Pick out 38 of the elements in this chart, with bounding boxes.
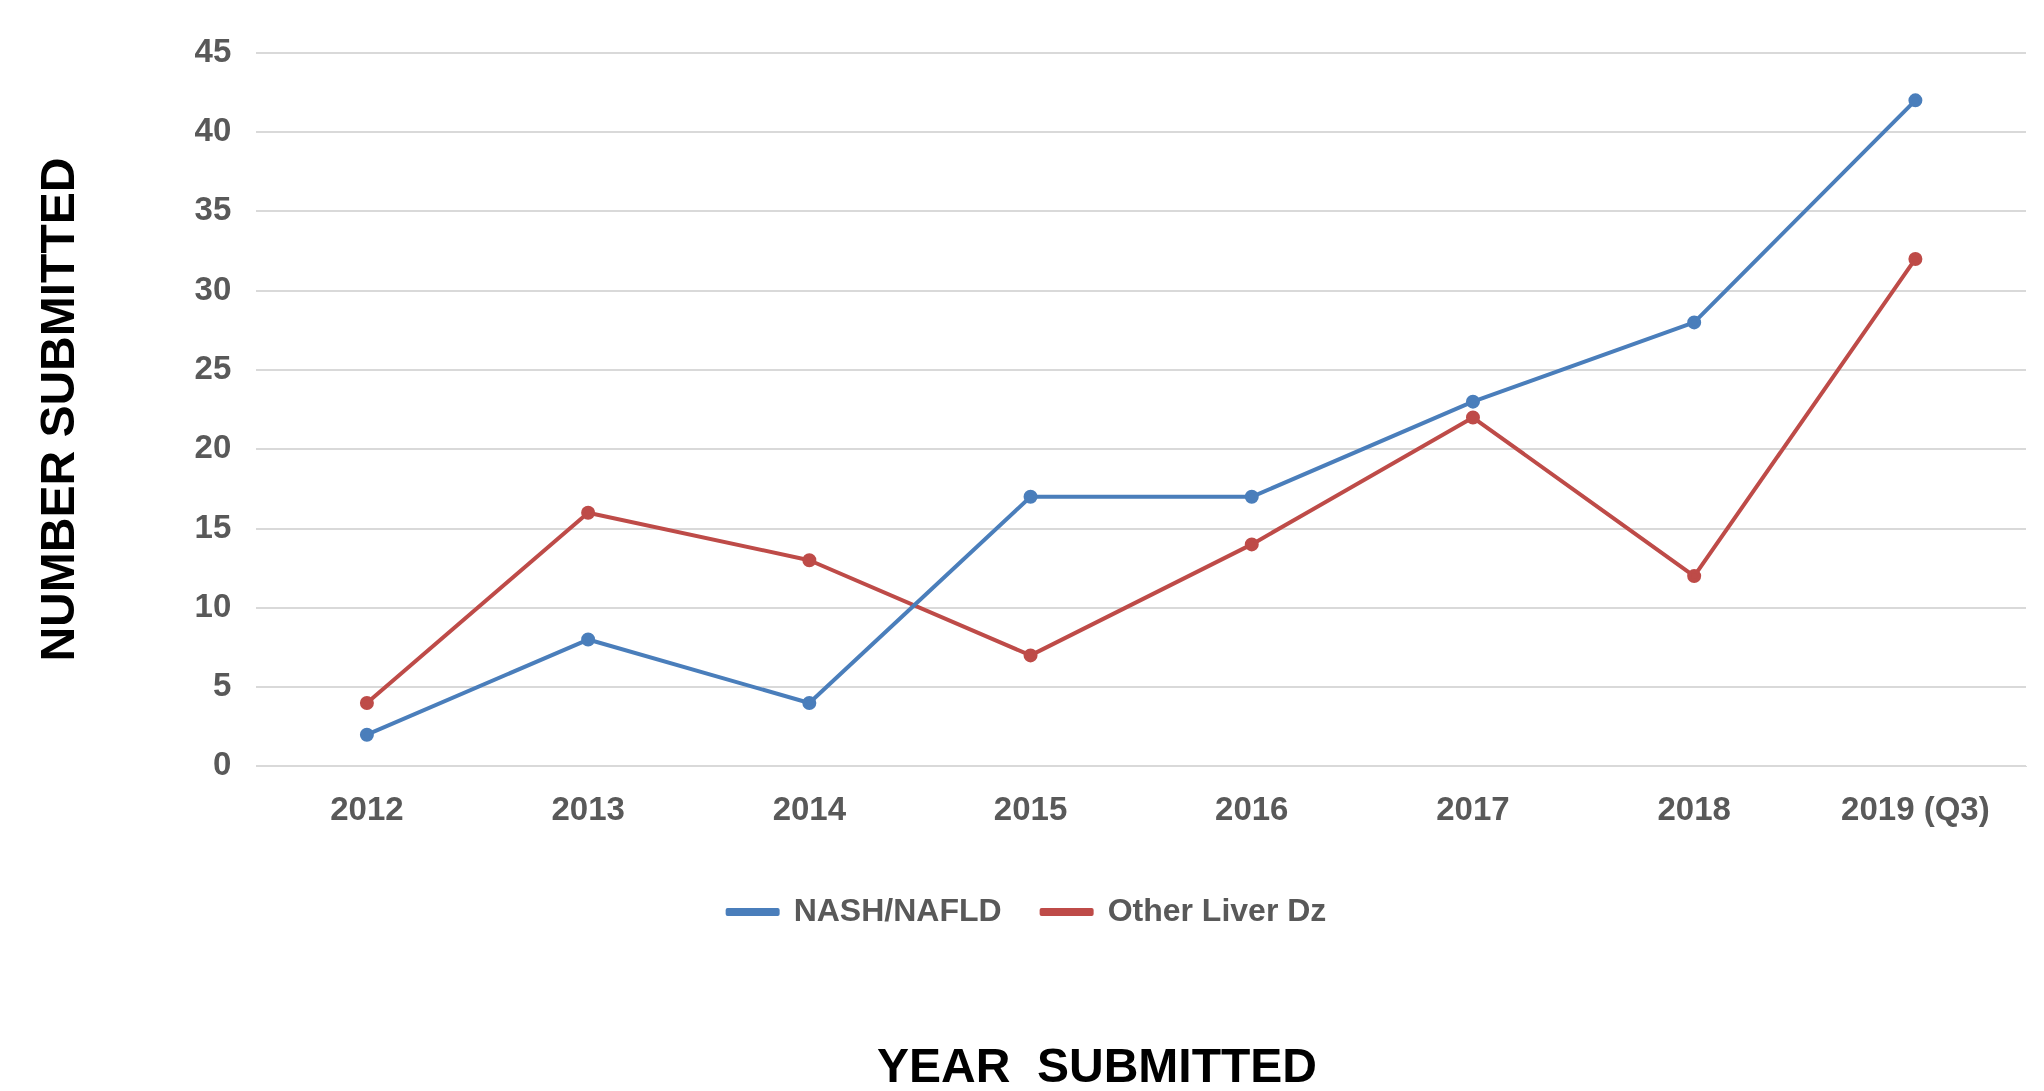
y-tick-label: 15 <box>194 507 232 545</box>
point <box>1687 569 1702 584</box>
point <box>1023 489 1038 504</box>
y-tick-label: 35 <box>194 190 232 228</box>
point <box>581 505 596 520</box>
x-tick-label: 2016 <box>1215 790 1289 828</box>
point <box>359 695 374 710</box>
point <box>581 632 596 647</box>
point <box>1465 410 1480 425</box>
y-tick-label: 25 <box>194 349 232 387</box>
point <box>1244 489 1259 504</box>
x-tick-label: 2015 <box>993 790 1068 828</box>
y-tick-label: 30 <box>194 269 232 307</box>
y-tick-label: 45 <box>194 31 232 69</box>
y-axis-title: NUMBER SUBMITTED <box>31 157 85 662</box>
point <box>802 695 817 710</box>
legend-label: Other Liver Dz <box>1107 891 1327 928</box>
x-tick-label: 2013 <box>551 790 625 828</box>
legend-label: NASH/NAFLD <box>793 891 1002 928</box>
point <box>1023 648 1038 663</box>
y-tick-label: 20 <box>194 428 232 466</box>
y-tick-label: 40 <box>194 111 232 149</box>
x-axis-title: YEAR SUBMITTED <box>876 1038 1318 1091</box>
y-tick-label: 0 <box>212 745 232 783</box>
point <box>1465 394 1480 409</box>
point <box>1687 315 1702 330</box>
x-tick-label: 2012 <box>330 790 404 828</box>
point <box>802 553 817 568</box>
point <box>1244 537 1259 552</box>
point <box>1908 251 1923 266</box>
x-tick-label: 2017 <box>1436 790 1510 828</box>
point <box>359 727 374 742</box>
y-tick-label: 10 <box>194 586 232 624</box>
x-tick-label: 2018 <box>1657 790 1731 828</box>
y-tick-label: 5 <box>212 666 232 704</box>
x-tick-label: 2014 <box>772 790 847 828</box>
point <box>1908 93 1923 108</box>
x-tick-label: 2019 (Q3) <box>1841 790 1990 828</box>
